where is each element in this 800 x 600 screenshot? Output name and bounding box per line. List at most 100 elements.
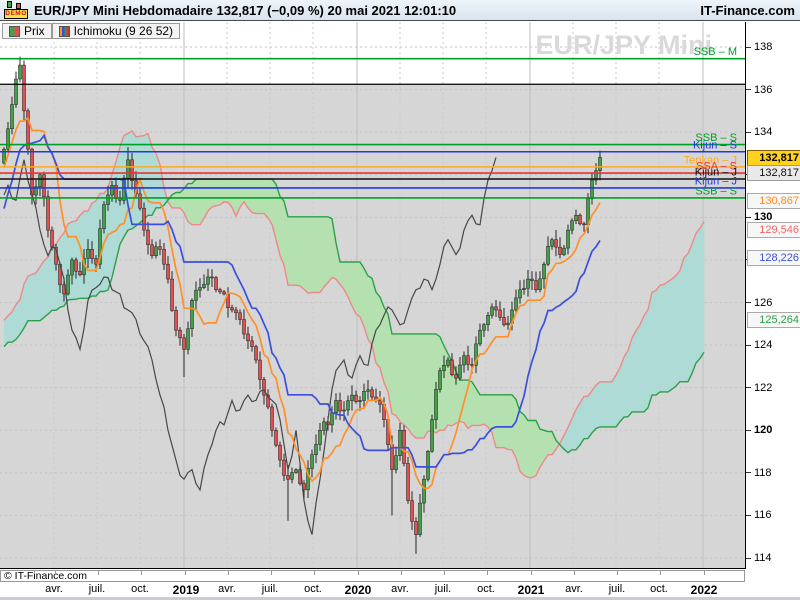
cloud-segment [684, 253, 689, 382]
y-axis-tick-label: 116 [754, 509, 772, 522]
y-axis-tick-mark [746, 344, 751, 346]
candle-body [26, 110, 30, 150]
candle-body [582, 223, 586, 226]
cloud-segment [244, 179, 249, 209]
cloud-segment [276, 184, 281, 256]
cloud-segment [676, 270, 681, 386]
price-label-box: 130,867 [747, 193, 800, 209]
candle-body [458, 364, 462, 379]
cloud-segment [284, 201, 289, 286]
candle-body [290, 472, 294, 480]
cloud-segment [612, 374, 617, 427]
cloud-segment [280, 196, 285, 266]
cloud-segment [228, 179, 233, 208]
cloud-segment [544, 430, 549, 461]
cloud-segment [496, 394, 501, 448]
cloud-segment [596, 381, 601, 429]
x-axis-tick-mark [185, 571, 186, 575]
candle-body [158, 246, 162, 250]
cloud-segment [636, 324, 641, 412]
candle-body [370, 389, 374, 398]
cloud-segment [696, 228, 701, 364]
y-axis-tick-mark [746, 387, 751, 389]
candle-body [210, 276, 214, 279]
candle-body [38, 174, 42, 188]
cloud-segment [568, 418, 573, 453]
cloud-segment [144, 133, 149, 220]
y-axis-tick-label: 114 [754, 552, 772, 564]
candle-body [202, 283, 206, 288]
x-axis-tick-mark [358, 571, 359, 575]
x-axis-label: avr. [218, 583, 236, 595]
candle-body [358, 400, 362, 402]
x-axis-label: oct. [477, 583, 495, 595]
cloud-segment [248, 179, 253, 213]
cloud-segment [176, 192, 181, 208]
y-axis-tick-label: 134 [754, 126, 773, 139]
cloud-segment [520, 411, 525, 476]
cloud-segment [200, 179, 205, 225]
cloud-segment [688, 243, 693, 382]
candle-body [154, 246, 158, 256]
y-axis-tick-mark [746, 302, 751, 303]
y-axis-tick-label: 122 [754, 381, 773, 394]
cloud-segment [192, 179, 197, 225]
x-axis-tick-mark [660, 571, 661, 575]
cloud-segment [484, 394, 489, 427]
candle-body [86, 249, 90, 259]
candle-body [106, 194, 110, 205]
cloud-segment [504, 394, 509, 450]
price-legend-button[interactable]: Prix [2, 23, 52, 39]
x-axis-label: 2020 [344, 583, 372, 597]
candles [2, 56, 602, 554]
candle-body [330, 412, 334, 426]
cloud-segment [500, 394, 505, 448]
cloud-segment [608, 381, 613, 427]
candle-body [250, 340, 254, 347]
cloud-segment [640, 315, 645, 412]
candle-body [466, 355, 470, 365]
cloud-segment [16, 299, 21, 340]
candle-body [474, 343, 478, 366]
ichimoku-legend-button[interactable]: Ichimoku (9 26 52) [51, 23, 181, 39]
cloud-segment [352, 262, 357, 314]
candle-body [22, 64, 26, 112]
plot-right-border [745, 22, 746, 569]
candle-body [350, 394, 354, 401]
cloud-segment [328, 216, 333, 283]
y-axis-tick-mark [746, 216, 751, 218]
cloud-segment [412, 333, 417, 439]
cloud-segment [440, 336, 445, 431]
candle-body [50, 229, 54, 248]
cloud-segment [324, 216, 329, 287]
candle-body [34, 186, 38, 196]
candle-body [150, 244, 154, 256]
candle-body [434, 389, 438, 420]
x-axis-label: juil. [434, 583, 452, 595]
copyright-label: © IT-Finance.com [4, 570, 88, 582]
candle-body [102, 204, 106, 229]
x-axis-tick-mark [704, 571, 705, 575]
price-axis[interactable]: 1381361341321301281261241221201181161141… [746, 22, 800, 568]
x-axis-label: avr. [565, 583, 583, 595]
cloud-segment [480, 394, 485, 426]
cloud-segment [216, 179, 221, 206]
cloud-segment [44, 257, 49, 318]
cloud-segment [268, 179, 273, 225]
cloud-segment [660, 284, 665, 392]
candle-body [14, 78, 18, 105]
time-axis[interactable]: avr. juil. oct. 2019 avr. juil. oct. 2020 avr. ju… [0, 583, 800, 597]
y-axis-tick-label: 124 [754, 339, 773, 352]
candle-body [550, 239, 554, 247]
cloud-segment [92, 200, 97, 297]
candle-body [294, 469, 298, 473]
cloud-segment [408, 333, 413, 435]
candle-body [518, 289, 522, 299]
cloud-segment [88, 203, 93, 299]
candle-body [278, 444, 282, 461]
level-label: SSB – S [695, 132, 737, 144]
cloud-segment [664, 281, 669, 392]
candle-body [354, 394, 358, 402]
cloud-segment [512, 394, 517, 458]
